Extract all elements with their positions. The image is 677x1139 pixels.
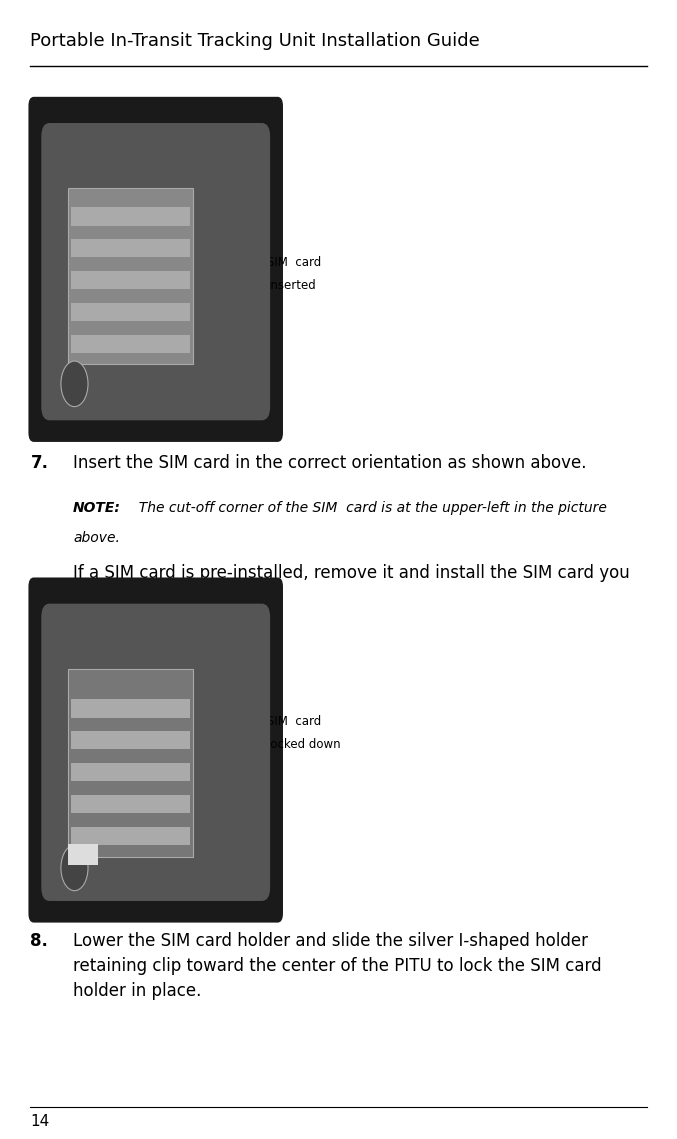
FancyBboxPatch shape <box>41 604 270 901</box>
FancyBboxPatch shape <box>28 577 283 923</box>
Bar <box>71 827 190 845</box>
FancyBboxPatch shape <box>28 97 283 442</box>
Bar <box>30 100 281 439</box>
Text: 7.: 7. <box>30 454 49 473</box>
Text: SIM  card: SIM card <box>267 715 322 728</box>
Bar <box>71 731 190 749</box>
Text: inserted: inserted <box>267 279 316 292</box>
Bar <box>71 795 190 813</box>
Circle shape <box>61 845 88 891</box>
Bar <box>71 239 190 257</box>
Text: above.: above. <box>73 531 120 544</box>
Bar <box>71 207 190 226</box>
Text: Portable In-Transit Tracking Unit Installation Guide: Portable In-Transit Tracking Unit Instal… <box>30 32 480 50</box>
Text: locked down: locked down <box>267 738 341 751</box>
Bar <box>68 844 98 865</box>
Bar <box>30 581 281 919</box>
Text: If a SIM card is pre-installed, remove it and install the SIM card you
activated: If a SIM card is pre-installed, remove i… <box>73 564 630 607</box>
Circle shape <box>61 361 88 407</box>
Text: The cut-off corner of the SIM  card is at the upper-left in the picture: The cut-off corner of the SIM card is at… <box>130 501 607 515</box>
Text: 14: 14 <box>30 1114 49 1129</box>
Text: Lower the SIM card holder and slide the silver I-shaped holder
retaining clip to: Lower the SIM card holder and slide the … <box>73 932 602 1000</box>
Bar <box>71 335 190 353</box>
FancyBboxPatch shape <box>41 123 270 420</box>
Bar <box>71 699 190 718</box>
Bar <box>71 763 190 781</box>
Text: Insert the SIM card in the correct orientation as shown above.: Insert the SIM card in the correct orien… <box>73 454 586 473</box>
Bar <box>68 669 193 857</box>
Bar <box>71 303 190 321</box>
Text: NOTE:: NOTE: <box>73 501 121 515</box>
Bar <box>68 188 193 364</box>
Text: SIM  card: SIM card <box>267 256 322 269</box>
Bar <box>71 271 190 289</box>
Text: 8.: 8. <box>30 932 48 950</box>
